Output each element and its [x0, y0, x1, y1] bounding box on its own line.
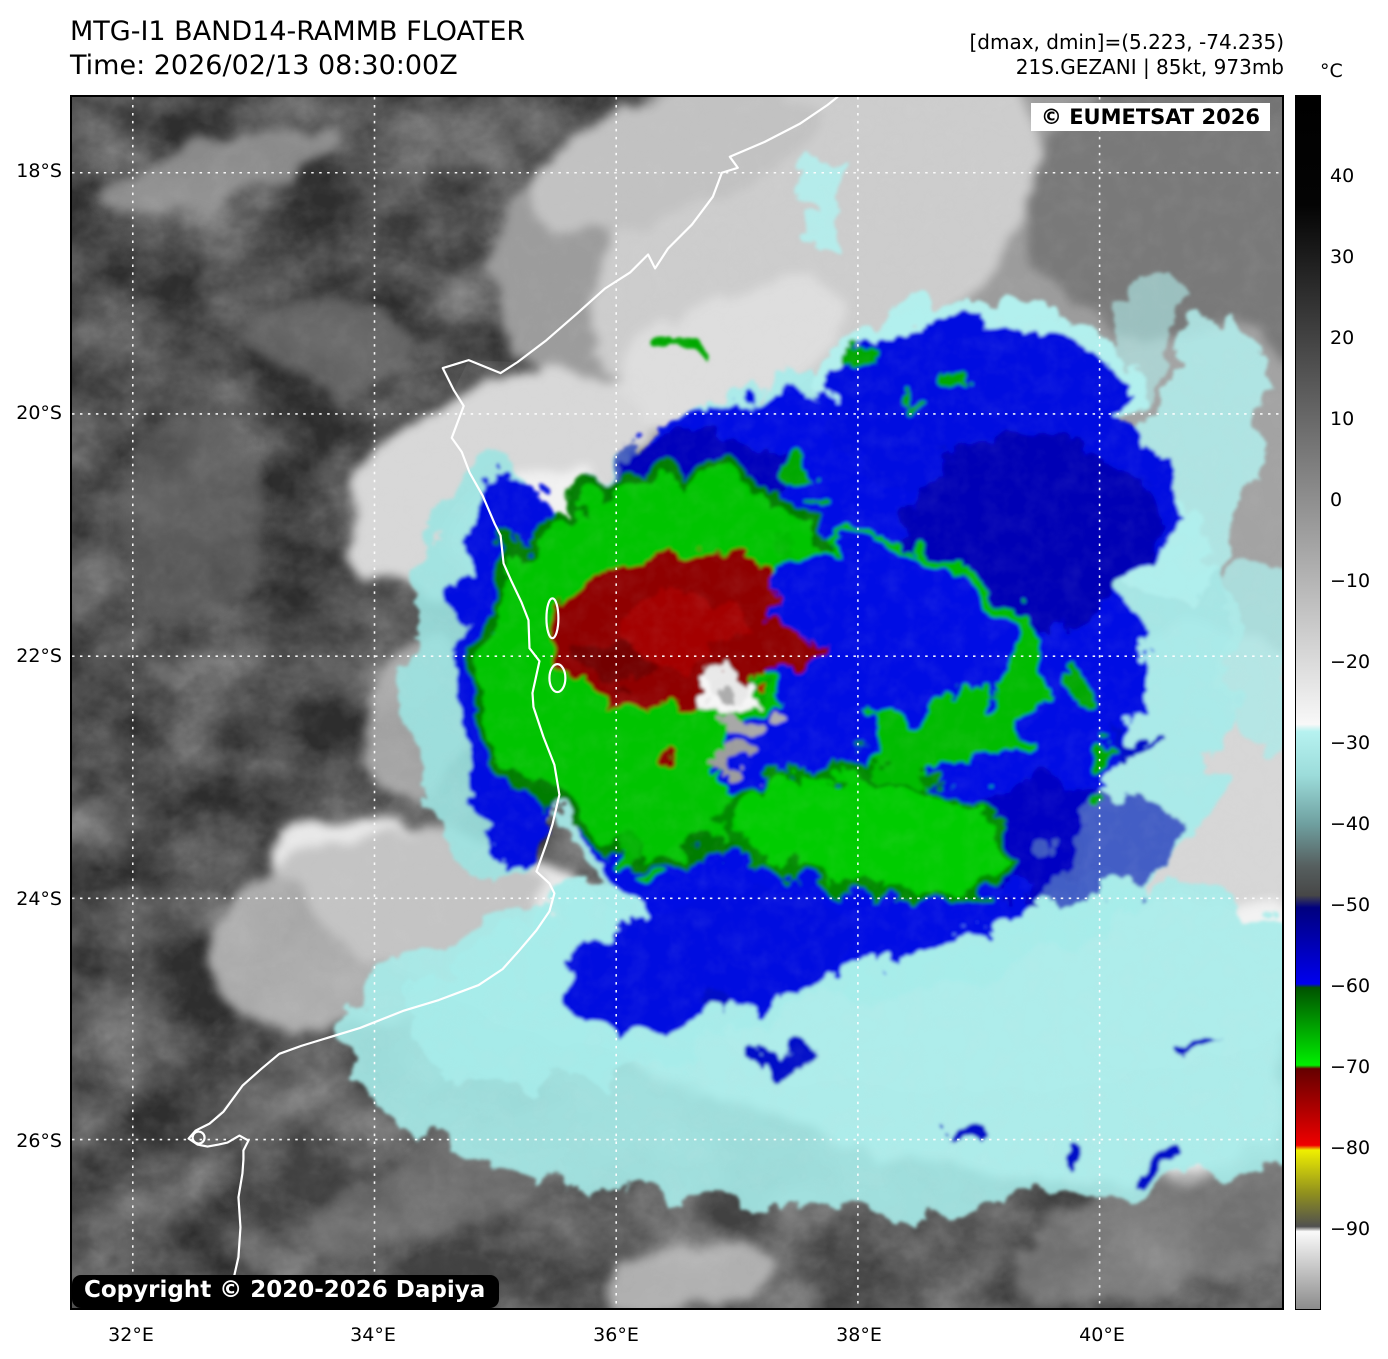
colorbar — [1295, 95, 1321, 1310]
lat-label: 18°S — [16, 160, 62, 182]
eumetsat-badge: © EUMETSAT 2026 — [1030, 103, 1270, 131]
lat-label: 22°S — [16, 645, 62, 667]
coastal-lagoon — [548, 663, 567, 694]
lon-label: 38°E — [836, 1324, 882, 1346]
colorbar-tick: −80 — [1330, 1137, 1371, 1159]
lon-label: 36°E — [593, 1324, 639, 1346]
colorbar-tick: 0 — [1330, 489, 1343, 511]
colorbar-tick: 30 — [1330, 246, 1355, 268]
colorbar-tick: −20 — [1330, 651, 1371, 673]
satellite-scene — [72, 97, 1282, 1308]
colorbar-tick: 20 — [1330, 327, 1355, 349]
storm-info-label: 21S.GEZANI | 85kt, 973mb — [1015, 55, 1284, 79]
colorbar-tick: −90 — [1330, 1218, 1371, 1240]
lat-label: 20°S — [16, 402, 62, 424]
colorbar-tick: −50 — [1330, 894, 1371, 916]
colorbar-tick: −70 — [1330, 1056, 1371, 1078]
lon-label: 32°E — [108, 1324, 154, 1346]
page-title: MTG-I1 BAND14-RAMMB FLOATER — [70, 16, 526, 47]
lat-label: 26°S — [16, 1130, 62, 1152]
colorbar-tick: −60 — [1330, 975, 1371, 997]
colorbar-unit-label: °C — [1320, 60, 1343, 82]
dmax-dmin-label: [dmax, dmin]=(5.223, -74.235) — [969, 30, 1284, 54]
colorbar-tick: 10 — [1330, 408, 1355, 430]
copyright-badge: Copyright © 2020-2026 Dapiya — [72, 1275, 500, 1308]
colorbar-tick: −40 — [1330, 813, 1371, 835]
map-frame: © EUMETSAT 2026 Copyright © 2020-2026 Da… — [70, 95, 1284, 1310]
lat-label: 24°S — [16, 888, 62, 910]
colorbar-tick: −30 — [1330, 732, 1371, 754]
colorbar-tick: −10 — [1330, 570, 1371, 592]
coastline — [187, 97, 839, 1308]
lon-label: 34°E — [350, 1324, 396, 1346]
colorbar-tick: 40 — [1330, 165, 1355, 187]
time-label: Time: 2026/02/13 08:30:00Z — [70, 50, 458, 81]
speckle-texture — [72, 97, 1282, 1308]
lon-label: 40°E — [1079, 1324, 1125, 1346]
coastal-lagoon — [545, 597, 560, 640]
coastal-island — [191, 1130, 206, 1145]
